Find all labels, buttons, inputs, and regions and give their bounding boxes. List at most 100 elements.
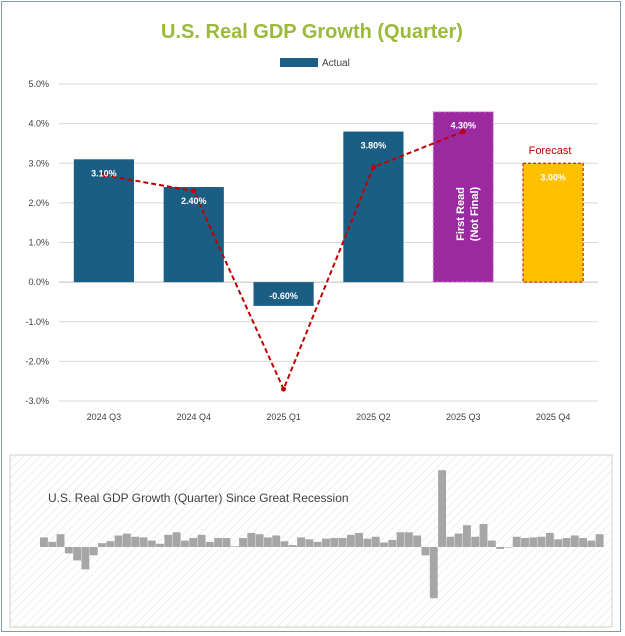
forecast-label: Forecast: [529, 145, 572, 157]
first-read-label: First Read: [455, 187, 467, 241]
mini-bar: [288, 545, 297, 547]
mini-bar: [98, 543, 106, 547]
bar-data-label: 3.10%: [91, 168, 117, 178]
mini-bar: [587, 540, 596, 547]
mini-bar: [446, 536, 455, 547]
mini-bar: [81, 547, 90, 570]
mini-bar: [181, 540, 189, 547]
mini-bar: [479, 523, 488, 547]
gridlines: [59, 83, 598, 402]
mini-bar: [562, 538, 571, 547]
trend-point: [370, 164, 376, 170]
mini-bar: [554, 539, 563, 547]
mini-bar: [139, 537, 148, 547]
mini-bar: [537, 536, 546, 547]
mini-bar: [197, 534, 206, 547]
mini-bar: [263, 537, 272, 547]
mini-bar: [512, 536, 521, 547]
trend-point: [460, 129, 466, 135]
x-tick-label: 2025 Q4: [536, 412, 571, 422]
mini-bar: [214, 538, 223, 547]
mini-bar: [280, 541, 289, 547]
bar-2025-q2: [343, 131, 404, 283]
mini-bar: [355, 532, 364, 547]
mini-bar: [330, 538, 339, 547]
mini-bar: [64, 547, 73, 554]
mini-bar: [147, 540, 156, 547]
mini-bar: [40, 537, 48, 547]
mini-bar: [545, 532, 554, 547]
mini-chart-title: U.S. Real GDP Growth (Quarter) Since Gre…: [48, 491, 349, 505]
mini-bar: [222, 538, 231, 547]
mini-bar: [396, 532, 405, 547]
y-tick-label: 2.0%: [28, 198, 49, 208]
mini-bar: [496, 547, 505, 549]
mini-bar: [131, 536, 140, 547]
bar-data-labels: 3.10% 2.40% -0.60% 3.80% 4.30% 3.00%: [91, 121, 566, 301]
mini-bar: [156, 543, 164, 547]
mini-bar: [454, 533, 463, 547]
bar-2024-q3: [73, 159, 135, 283]
mini-bar: [579, 538, 587, 547]
mini-bar: [255, 534, 264, 547]
mini-bar: [438, 470, 446, 547]
mini-bar: [89, 547, 98, 556]
mini-bar: [363, 538, 372, 547]
mini-bar: [529, 537, 538, 547]
x-tick-label: 2025 Q1: [266, 412, 301, 422]
bar-data-label: -0.60%: [269, 291, 298, 301]
mini-bar: [413, 535, 422, 547]
legend-swatch-actual: [280, 58, 318, 67]
mini-bar: [189, 538, 198, 547]
mini-bar: [404, 532, 413, 547]
x-tick-label: 2024 Q3: [87, 412, 122, 422]
mini-bar: [73, 547, 82, 561]
trend-point: [101, 172, 107, 178]
y-tick-label: 3.0%: [28, 158, 49, 168]
bar-data-label: 2.40%: [181, 196, 207, 206]
main-gdp-chart: U.S. Real GDP Growth (Quarter) Actual 5.…: [25, 21, 598, 422]
mini-bar: [570, 535, 579, 547]
mini-bar: [305, 539, 314, 547]
mini-bar: [521, 538, 529, 547]
mini-bar: [471, 536, 480, 547]
mini-bar: [595, 534, 604, 547]
x-tick-label: 2024 Q4: [176, 412, 211, 422]
mini-bar: [172, 532, 181, 547]
y-axis-ticks: 5.0% 4.0% 3.0% 2.0% 1.0% 0.0% -1.0% -2.0% -3.0%: [25, 79, 49, 406]
y-tick-label: 4.0%: [28, 119, 49, 129]
bar-data-label: 3.80%: [361, 141, 387, 151]
mini-bar: [48, 541, 57, 547]
bar-2025-q1: [253, 282, 314, 306]
mini-bar: [205, 541, 214, 547]
x-axis-ticks: 2024 Q3 2024 Q4 2025 Q1 2025 Q2 2025 Q3 2025 …: [87, 412, 571, 422]
mini-bar: [429, 547, 438, 599]
bars: [73, 111, 584, 306]
bar-2025-q3: [432, 111, 494, 283]
legend-label-actual: Actual: [322, 58, 350, 69]
y-tick-label: 1.0%: [28, 238, 49, 248]
x-tick-label: 2025 Q3: [446, 412, 481, 422]
mini-bar: [122, 533, 131, 547]
x-tick-label: 2025 Q2: [356, 412, 391, 422]
mini-bar: [313, 541, 322, 547]
y-tick-label: -1.0%: [25, 317, 49, 327]
mini-bar: [164, 534, 173, 547]
chart-title: U.S. Real GDP Growth (Quarter): [161, 21, 463, 43]
mini-bar: [247, 532, 256, 547]
mini-bar: [272, 535, 281, 547]
bar-data-label: 4.30%: [450, 121, 476, 131]
mini-bar: [322, 538, 330, 547]
mini-bar: [421, 547, 430, 556]
y-tick-label: 0.0%: [28, 277, 49, 287]
mini-bar: [388, 539, 397, 547]
trend-point: [281, 386, 287, 392]
mini-bar: [371, 536, 380, 547]
bar-2025-q4: [522, 162, 584, 283]
mini-bar: [297, 537, 305, 547]
mini-bar: [239, 538, 247, 547]
mini-bar: [463, 525, 471, 547]
mini-bar: [56, 534, 65, 547]
